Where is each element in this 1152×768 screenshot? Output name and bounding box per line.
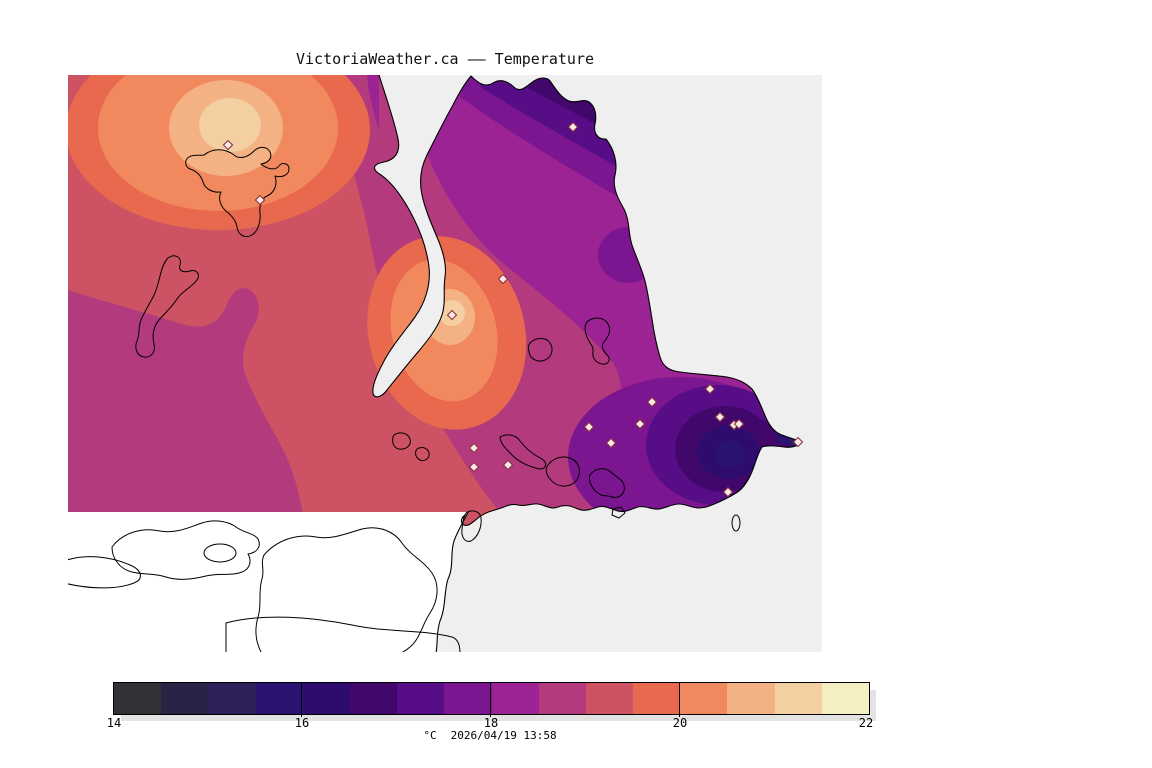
station-marker[interactable] [733, 418, 745, 430]
temperature-colorbar [113, 682, 870, 715]
outline-islands [68, 506, 741, 652]
station-marker[interactable] [502, 459, 514, 471]
station-marker[interactable] [583, 421, 595, 433]
strait-east-coastline [435, 511, 469, 652]
station-markers-group [222, 121, 804, 498]
colorbar-segment [349, 683, 398, 714]
colorbar-caption: °C 2026/04/19 13:58 [423, 729, 556, 742]
colorbar-segment [397, 683, 445, 714]
colorbar-label-14: 14 [106, 716, 122, 730]
colorbar-label-22: 22 [858, 716, 874, 730]
station-marker[interactable] [646, 396, 658, 408]
colorbar-segment [208, 683, 256, 714]
map-svg [68, 75, 822, 652]
station-marker[interactable] [704, 383, 716, 395]
station-marker[interactable] [605, 437, 617, 449]
colorbar-label-16: 16 [294, 716, 310, 730]
plot-title: VictoriaWeather.ca —— Temperature [295, 50, 595, 68]
colorbar-segment [774, 683, 822, 714]
colorbar-segment [680, 683, 728, 714]
colorbar-segment [633, 683, 681, 714]
colorbar-tick-16 [301, 682, 302, 717]
station-marker[interactable] [567, 121, 579, 133]
station-marker[interactable] [497, 273, 509, 285]
colorbar-segment [302, 683, 350, 714]
colorbar-segment [491, 683, 539, 714]
coastline-main [372, 75, 803, 526]
temperature-map [68, 75, 822, 652]
colorbar-segment [255, 683, 303, 714]
colorbar-tick-20 [679, 682, 680, 717]
colorbar-segment [444, 683, 492, 714]
station-marker[interactable] [446, 309, 458, 321]
station-marker[interactable] [222, 139, 234, 151]
colorbar-label-18: 18 [483, 716, 499, 730]
strait-water [68, 512, 468, 652]
station-marker[interactable] [254, 194, 266, 206]
station-marker[interactable] [468, 442, 480, 454]
station-marker[interactable] [468, 461, 480, 473]
station-marker[interactable] [634, 418, 646, 430]
timestamp-label: 2026/04/19 13:58 [450, 729, 557, 742]
colorbar-segment [821, 683, 869, 714]
station-marker[interactable] [792, 436, 804, 448]
colorbar-label-20: 20 [672, 716, 688, 730]
colorbar-segment [538, 683, 586, 714]
colorbar-segment [727, 683, 775, 714]
harbour-inlets [499, 434, 625, 498]
colorbar-segment [114, 683, 162, 714]
station-marker[interactable] [714, 411, 726, 423]
station-marker[interactable] [722, 486, 734, 498]
colorbar-segment [161, 683, 209, 714]
colorbar-tick-18 [490, 682, 491, 717]
colorbar-segment [585, 683, 634, 714]
unit-label: °C [423, 729, 437, 742]
